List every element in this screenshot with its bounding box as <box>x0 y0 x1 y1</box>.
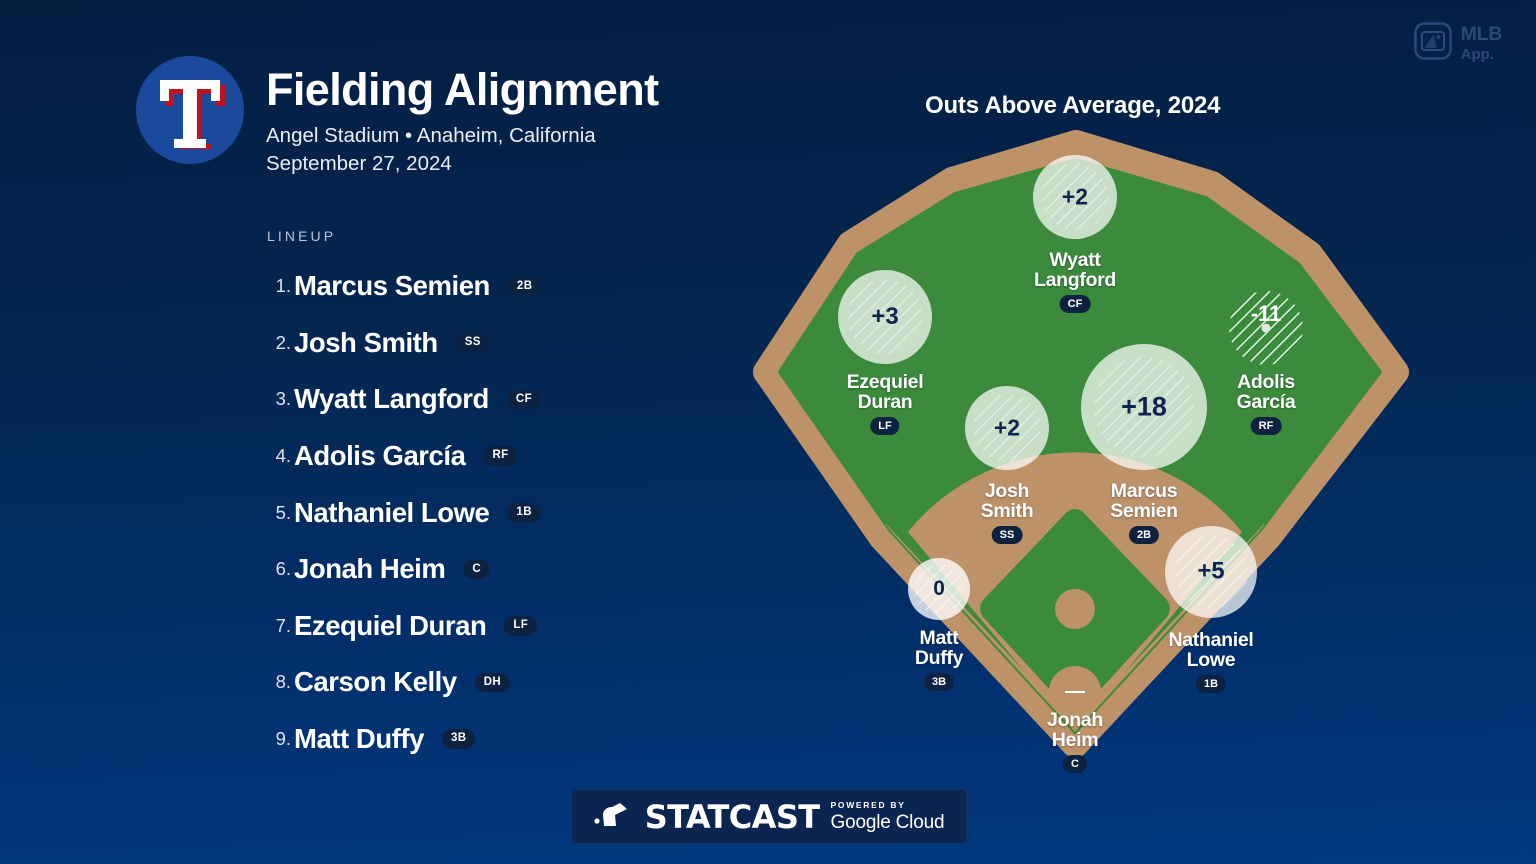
fielder-position-badge: RF <box>1250 417 1282 435</box>
baseball-field-svg <box>753 130 1409 758</box>
fielder-position-badge: SS <box>991 526 1023 544</box>
left-info-panel: Fielding Alignment Angel Stadium • Anahe… <box>0 0 760 864</box>
page-title: Fielding Alignment <box>266 64 659 115</box>
lineup-list: 1. Marcus Semien 2B 2. Josh Smith SS 3. Wyatt L… <box>266 258 736 767</box>
mlb-silhouette-icon <box>594 799 634 834</box>
fielder-name-label: Adolis García <box>1236 371 1296 414</box>
lineup-row[interactable]: 4. Adolis García RF <box>266 428 736 485</box>
fielder-name-label: Ezequiel Duran <box>846 371 924 414</box>
fielder-position-badge: C <box>1063 755 1087 773</box>
pitchers-mound <box>1055 589 1095 629</box>
team-logo-texas-rangers <box>136 56 244 164</box>
lineup-row[interactable]: 6. Jonah Heim C <box>266 541 736 598</box>
fielder-oaa-value: +5 <box>1197 558 1225 585</box>
mlb-app-logo: MLB App. <box>1413 22 1503 65</box>
fielder-oaa-value: — <box>1065 680 1085 703</box>
fielder-name-label: Josh Smith <box>980 480 1034 523</box>
fielder-oaa-value: +2 <box>993 414 1021 441</box>
fielder-name-label: Jonah Heim <box>1047 709 1103 752</box>
lineup-order-number: 4. <box>275 445 291 467</box>
lineup-order-number: 2. <box>275 331 291 353</box>
lineup-position-badge: 2B <box>507 276 542 297</box>
lineup-row[interactable]: 5. Nathaniel Lowe 1B <box>266 484 736 541</box>
statcast-footer: STATCAST POWERED BY Google Cloud <box>571 789 967 844</box>
lineup-player-name: Wyatt Langford <box>294 383 489 415</box>
mlb-app-line2: App. <box>1460 45 1494 63</box>
lineup-section-label: LINEUP <box>267 228 337 244</box>
fielder-oaa-value: +2 <box>1061 183 1089 210</box>
fielding-alignment-diagram: +2 Wyatt Langford CF +3 Ezequiel Duran LF -11 A… <box>740 120 1420 780</box>
fielder-position-badge: LF <box>870 417 900 435</box>
lineup-order-number: 8. <box>275 671 291 693</box>
lineup-player-name: Matt Duffy <box>294 723 424 755</box>
lineup-player-name: Ezequiel Duran <box>294 609 487 641</box>
lineup-position-badge: 1B <box>507 502 541 523</box>
fielder-oaa-value: 0 <box>933 577 945 600</box>
fielder-position-badge: CF <box>1059 295 1091 313</box>
lineup-player-name: Jonah Heim <box>294 553 446 585</box>
lineup-player-name: Adolis García <box>294 440 466 472</box>
lineup-position-badge: RF <box>483 446 518 466</box>
lineup-row[interactable]: 2. Josh Smith SS <box>266 315 736 372</box>
fielder-oaa-value: -11 <box>1250 301 1282 326</box>
fielder-name-label: Marcus Semien <box>1110 480 1178 523</box>
fielder-label-layer: +2 Wyatt Langford CF +3 Ezequiel Duran LF -11 A… <box>740 120 1420 780</box>
home-plate-circle <box>1049 666 1101 718</box>
title-block: Fielding Alignment Angel Stadium • Anahe… <box>266 66 736 177</box>
fielder-oaa-value: +18 <box>1121 391 1167 422</box>
field-chart-title: Outs Above Average, 2024 <box>925 92 1221 119</box>
google-cloud-label: Google Cloud <box>830 811 945 833</box>
mlb-logo-icon <box>1413 22 1452 65</box>
lineup-order-number: 7. <box>275 614 291 636</box>
lineup-row[interactable]: 8. Carson Kelly DH <box>266 654 736 711</box>
mlb-app-wordmark: MLB App. <box>1460 23 1503 63</box>
date-subtitle: September 27, 2024 <box>266 151 452 175</box>
fielder-name-label: Matt Duffy <box>914 627 964 670</box>
fielder-name-label: Nathaniel Lowe <box>1168 629 1254 672</box>
lineup-position-badge: C <box>463 559 491 580</box>
venue-subtitle: Angel Stadium • Anaheim, California <box>266 124 596 148</box>
fielder-bubble[interactable] <box>965 386 1049 470</box>
lineup-order-number: 9. <box>275 728 291 750</box>
lineup-player-name: Josh Smith <box>294 326 438 358</box>
lineup-position-badge: 3B <box>441 729 476 749</box>
lineup-row[interactable]: 3. Wyatt Langford CF <box>266 371 736 428</box>
fielder-bubble[interactable] <box>908 558 970 620</box>
fielder-bubble[interactable] <box>1229 291 1303 365</box>
fielder-position-badge: 3B <box>923 673 955 691</box>
fielder-bubble[interactable] <box>1033 155 1117 239</box>
fielder-bubble-layer <box>838 155 1303 620</box>
lineup-position-badge: CF <box>506 389 541 410</box>
mlb-app-line1: MLB <box>1460 23 1503 46</box>
fielder-bubble[interactable] <box>1165 526 1257 618</box>
fielder-oaa-value: +3 <box>871 303 899 330</box>
lineup-player-name: Marcus Semien <box>294 270 490 302</box>
lineup-position-badge: LF <box>504 616 538 636</box>
fielder-bubble[interactable] <box>838 270 932 364</box>
lineup-order-number: 5. <box>275 501 291 523</box>
lineup-row[interactable]: 1. Marcus Semien 2B <box>266 258 736 315</box>
lineup-order-number: 1. <box>275 275 291 297</box>
fielder-bubble[interactable] <box>1081 344 1207 470</box>
fielder-name-label: Wyatt Langford <box>1033 249 1117 292</box>
lineup-order-number: 6. <box>275 558 291 580</box>
lineup-player-name: Carson Kelly <box>294 666 457 698</box>
lineup-row[interactable]: 7. Ezequiel Duran LF <box>266 598 736 655</box>
lineup-order-number: 3. <box>275 388 291 410</box>
fielder-position-badge: 2B <box>1128 526 1160 544</box>
lineup-player-name: Nathaniel Lowe <box>294 496 490 528</box>
lineup-row[interactable]: 9. Matt Duffy 3B <box>266 711 736 768</box>
powered-by-label: POWERED BY <box>830 800 906 811</box>
fielder-position-badge: 1B <box>1195 675 1227 693</box>
lineup-position-badge: DH <box>474 672 511 693</box>
google-cloud-block: POWERED BY Google Cloud <box>831 801 945 832</box>
statcast-wordmark: STATCAST <box>644 797 820 836</box>
lineup-position-badge: SS <box>455 333 490 353</box>
